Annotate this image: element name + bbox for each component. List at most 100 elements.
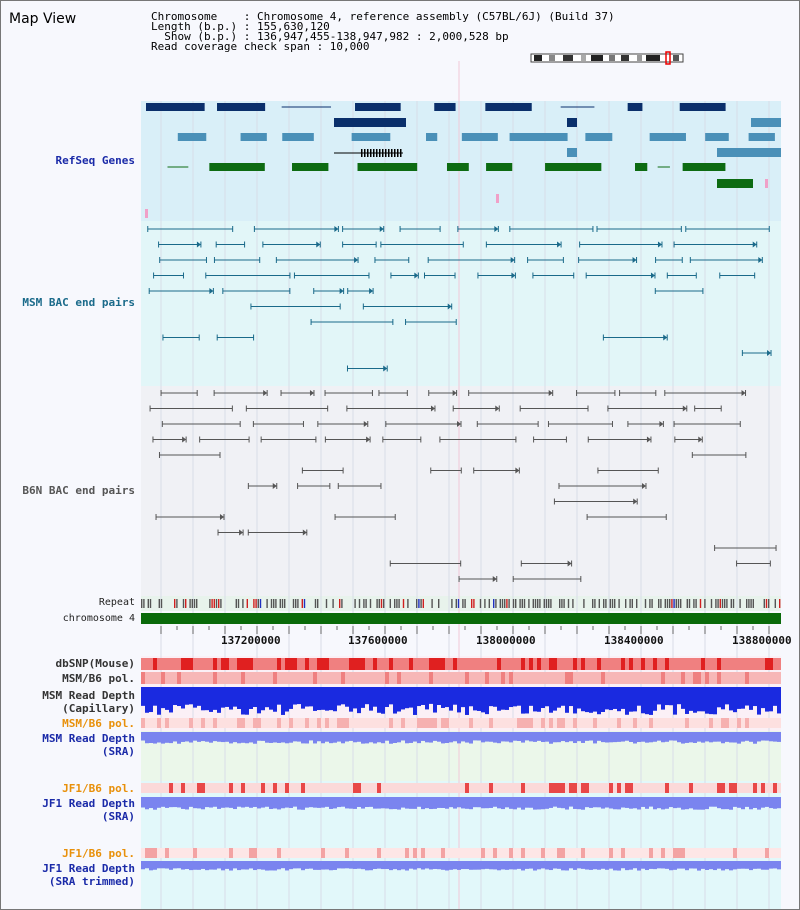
depth-bar <box>745 797 749 807</box>
repeat-tick <box>295 599 297 608</box>
heat-cell <box>741 718 745 728</box>
msm-b6-pol-track-label[interactable]: MSM/B6 pol. <box>62 672 135 685</box>
heat-cell <box>269 783 273 793</box>
depth-bar <box>393 797 397 810</box>
heat-cell <box>297 658 301 670</box>
jf1-depth-sra-label-1[interactable]: JF1 Read Depth <box>42 797 135 810</box>
depth-bar <box>537 861 541 870</box>
heat-cell <box>557 848 561 858</box>
repeat-tick <box>259 599 262 608</box>
depth-bar <box>209 797 213 808</box>
depth-bar <box>673 687 677 715</box>
heat-cell <box>777 848 781 858</box>
heat-cell <box>573 848 577 858</box>
depth-bar <box>401 687 405 710</box>
depth-bar <box>769 732 773 742</box>
heat-cell <box>321 672 325 684</box>
heat-cell <box>361 848 365 858</box>
depth-bar <box>385 797 389 809</box>
depth-bar <box>425 861 429 869</box>
depth-bar <box>513 687 517 707</box>
gene-exon <box>364 149 366 157</box>
gene-block <box>748 133 775 141</box>
depth-bar <box>601 861 605 869</box>
heat-cell <box>629 672 633 684</box>
depth-bar <box>629 797 633 809</box>
depth-bar <box>329 797 333 809</box>
depth-bar <box>145 797 149 810</box>
depth-bar <box>725 797 729 810</box>
heat-cell <box>281 658 285 670</box>
repeat-tick <box>213 599 215 608</box>
heat-cell <box>401 783 405 793</box>
depth-bar <box>157 797 161 808</box>
depth-bar <box>373 732 377 744</box>
repeat-tick <box>704 599 706 608</box>
refseq-genes-track-label[interactable]: RefSeq Genes <box>55 154 135 167</box>
heat-cell <box>293 672 297 684</box>
heat-cell <box>441 658 445 670</box>
heat-cell <box>517 658 521 670</box>
heat-cell <box>645 848 649 858</box>
heat-cell <box>673 672 677 684</box>
repeat-tick <box>583 599 585 608</box>
heat-cell <box>769 718 773 728</box>
bac-end-arrow <box>272 483 277 489</box>
msm-depth-capillary-label-1[interactable]: MSM Read Depth <box>42 689 135 702</box>
depth-bar <box>405 797 409 809</box>
depth-bar <box>317 732 321 742</box>
msm-depth-sra-label-1[interactable]: MSM Read Depth <box>42 732 135 745</box>
depth-bar <box>625 861 629 871</box>
heat-cell <box>517 672 521 684</box>
msm-bac-track-label[interactable]: MSM BAC end pairs <box>22 296 135 309</box>
heat-cell <box>629 658 633 670</box>
ideogram-band <box>609 55 615 61</box>
depth-bar <box>281 687 285 715</box>
depth-bar <box>573 732 577 744</box>
repeat-tick <box>143 599 145 608</box>
repeat-track-label[interactable]: Repeat <box>98 597 135 608</box>
heat-cell <box>525 658 529 670</box>
msm-b6-pol2-track-label[interactable]: MSM/B6 pol. <box>62 717 135 730</box>
jf1-depth-trim-label-1[interactable]: JF1 Read Depth <box>42 862 135 875</box>
heat-cell <box>609 848 613 858</box>
heat-cell <box>297 783 301 793</box>
gene-block <box>486 163 513 171</box>
heat-cell <box>181 848 185 858</box>
b6n-bac-track-label[interactable]: B6N BAC end pairs <box>22 484 135 497</box>
heat-cell <box>765 672 769 684</box>
heat-cell <box>641 658 645 670</box>
dbsnp-track-label[interactable]: dbSNP(Mouse) <box>55 657 135 670</box>
heat-cell <box>385 783 389 793</box>
heat-cell <box>641 848 645 858</box>
depth-bar <box>729 687 733 711</box>
heat-cell <box>657 672 661 684</box>
depth-bar <box>689 797 693 809</box>
depth-bar <box>161 861 165 869</box>
depth-bar <box>737 861 741 869</box>
depth-bar <box>157 687 161 715</box>
depth-bar <box>561 732 565 742</box>
heat-cell <box>277 783 281 793</box>
depth-bar <box>669 687 673 706</box>
depth-bar <box>513 861 517 870</box>
heat-cell <box>689 718 693 728</box>
heat-cell <box>373 658 377 670</box>
chromosome-track-label[interactable]: chromosome 4 <box>62 613 135 624</box>
heat-cell <box>545 658 549 670</box>
depth-bar <box>697 797 701 810</box>
heat-cell <box>601 848 605 858</box>
heat-cell <box>505 783 509 793</box>
heat-cell <box>317 658 321 670</box>
heat-cell <box>277 672 281 684</box>
heat-cell <box>157 658 161 670</box>
heat-cell <box>621 718 625 728</box>
jf1-b6-pol2-track-label[interactable]: JF1/B6 pol. <box>62 847 135 860</box>
heat-cell <box>449 783 453 793</box>
heat-cell <box>541 848 545 858</box>
repeat-tick <box>508 599 510 608</box>
heat-cell <box>421 783 425 793</box>
jf1-b6-pol-track-label[interactable]: JF1/B6 pol. <box>62 782 135 795</box>
heat-cell <box>613 783 617 793</box>
heat-cell <box>645 672 649 684</box>
